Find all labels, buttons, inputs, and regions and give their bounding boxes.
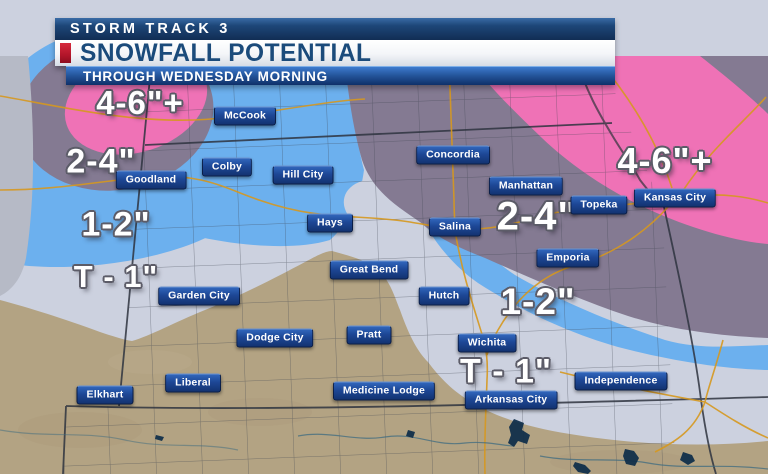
city-label-concordia: Concordia <box>416 145 490 165</box>
city-label-pratt: Pratt <box>346 325 392 345</box>
city-label-independence: Independence <box>574 371 668 391</box>
city-label-colby: Colby <box>201 157 253 177</box>
show-name-bar: STORM TRACK 3 <box>55 18 615 40</box>
city-label-manhattan: Manhattan <box>488 176 564 196</box>
subtitle-text: THROUGH WEDNESDAY MORNING <box>83 68 328 84</box>
city-label-mccook: McCook <box>213 106 277 126</box>
city-label-dodge-city: Dodge City <box>236 328 314 348</box>
city-label-liberal: Liberal <box>165 373 221 393</box>
city-label-arkansas-city: Arkansas City <box>464 390 558 410</box>
city-label-elkhart: Elkhart <box>76 385 134 405</box>
city-label-hays: Hays <box>307 213 353 233</box>
show-name: STORM TRACK 3 <box>70 21 231 37</box>
city-label-emporia: Emporia <box>536 248 600 268</box>
page-title: SNOWFALL POTENTIAL <box>80 38 372 67</box>
snow-amount-label: 4-6"+ <box>96 84 184 121</box>
headline-bar: SNOWFALL POTENTIAL <box>55 38 615 67</box>
snow-amount-label: 4-6"+ <box>617 140 713 181</box>
red-accent-bar <box>60 43 71 63</box>
city-label-medicine-lodge: Medicine Lodge <box>332 381 436 401</box>
city-label-garden-city: Garden City <box>158 286 240 306</box>
state-borders <box>62 55 768 474</box>
city-label-topeka: Topeka <box>570 195 628 215</box>
snow-amount-label: T - 1" <box>459 352 553 391</box>
city-label-salina: Salina <box>428 217 482 237</box>
snow-amount-label: 1-2" <box>81 205 151 244</box>
snow-amount-label: T - 1" <box>73 259 159 294</box>
city-label-hill-city: Hill City <box>272 165 334 185</box>
lakes <box>155 419 695 474</box>
rivers <box>0 429 768 470</box>
snow-amount-label: 2-4" <box>496 194 578 239</box>
city-label-kansas-city: Kansas City <box>633 188 717 208</box>
title-banner: STORM TRACK 3 SNOWFALL POTENTIAL THROUGH… <box>55 18 615 85</box>
city-label-hutch: Hutch <box>418 286 470 306</box>
snow-amount-label: 1-2" <box>500 281 576 322</box>
city-label-goodland: Goodland <box>115 170 187 190</box>
subtitle-bar: THROUGH WEDNESDAY MORNING <box>66 66 615 85</box>
colorado-strip <box>0 56 34 296</box>
city-label-wichita: Wichita <box>457 333 517 353</box>
city-label-great-bend: Great Bend <box>329 260 409 280</box>
